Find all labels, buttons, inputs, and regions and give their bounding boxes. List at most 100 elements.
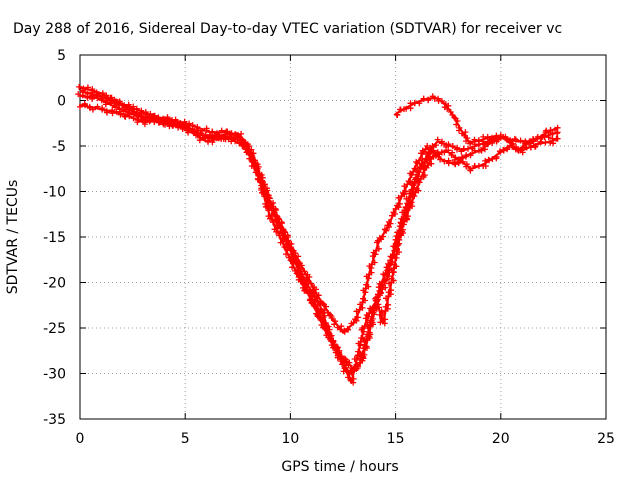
data-point bbox=[250, 156, 256, 163]
data-point bbox=[94, 103, 101, 110]
data-point bbox=[451, 114, 458, 121]
data-point bbox=[172, 118, 179, 125]
data-point bbox=[277, 222, 283, 229]
data-point bbox=[339, 361, 346, 368]
data-point bbox=[489, 135, 495, 142]
data-point bbox=[252, 159, 259, 166]
data-point bbox=[517, 137, 524, 144]
data-point bbox=[413, 158, 420, 165]
data-point bbox=[315, 292, 322, 299]
data-point bbox=[511, 135, 518, 142]
data-point bbox=[308, 299, 315, 306]
data-point bbox=[292, 250, 298, 257]
data-point bbox=[464, 135, 471, 142]
data-point bbox=[289, 264, 296, 271]
data-point bbox=[386, 218, 392, 225]
data-point bbox=[107, 100, 114, 107]
data-point bbox=[290, 260, 297, 267]
data-point bbox=[397, 200, 403, 207]
data-point bbox=[150, 113, 157, 119]
data-point bbox=[160, 117, 166, 124]
data-point bbox=[108, 96, 115, 103]
data-point bbox=[512, 136, 519, 143]
data-point bbox=[493, 133, 500, 140]
data-point bbox=[75, 91, 82, 98]
data-point bbox=[482, 163, 489, 169]
data-point bbox=[433, 142, 439, 149]
data-point bbox=[381, 226, 388, 233]
data-point bbox=[461, 132, 468, 139]
data-point bbox=[308, 280, 315, 287]
data-point bbox=[454, 118, 461, 124]
data-point bbox=[246, 150, 253, 157]
x-tick-label: 15 bbox=[387, 431, 405, 447]
data-point bbox=[420, 95, 427, 102]
data-point bbox=[445, 157, 452, 164]
data-point bbox=[388, 254, 395, 260]
data-point bbox=[305, 290, 312, 296]
data-point bbox=[164, 115, 171, 122]
data-point bbox=[422, 146, 429, 153]
x-axis-label: GPS time / hours bbox=[281, 459, 398, 475]
data-point bbox=[345, 374, 352, 381]
data-point bbox=[445, 102, 452, 109]
data-point bbox=[355, 314, 361, 321]
data-point bbox=[94, 91, 100, 98]
data-point bbox=[445, 147, 452, 154]
data-point bbox=[317, 310, 324, 317]
data-point bbox=[138, 116, 145, 123]
data-point bbox=[285, 237, 292, 244]
data-point bbox=[335, 350, 342, 357]
data-point bbox=[340, 368, 347, 375]
y-tick-label: 5 bbox=[57, 48, 66, 64]
data-point bbox=[262, 203, 269, 210]
data-point bbox=[314, 295, 321, 302]
data-point bbox=[244, 141, 251, 148]
data-point bbox=[414, 171, 421, 178]
data-point bbox=[368, 317, 375, 324]
data-point bbox=[467, 152, 474, 159]
data-point bbox=[306, 274, 313, 280]
data-point bbox=[257, 173, 264, 180]
data-point bbox=[503, 136, 510, 143]
data-point bbox=[243, 144, 250, 151]
data-point bbox=[416, 100, 423, 107]
series-group bbox=[75, 83, 561, 386]
data-point bbox=[183, 127, 190, 134]
data-point bbox=[278, 219, 285, 226]
data-point bbox=[358, 335, 365, 341]
data-point bbox=[328, 338, 335, 345]
data-point bbox=[214, 131, 221, 138]
data-point bbox=[426, 154, 433, 161]
data-point bbox=[262, 190, 269, 197]
data-point bbox=[311, 298, 318, 305]
data-point bbox=[445, 141, 452, 148]
data-point bbox=[260, 181, 266, 188]
data-point bbox=[388, 275, 395, 282]
data-point bbox=[134, 119, 141, 126]
data-point bbox=[264, 187, 271, 194]
data-point bbox=[293, 270, 300, 277]
series-4 bbox=[80, 87, 431, 335]
y-tick-label: 0 bbox=[57, 94, 66, 110]
data-point bbox=[430, 153, 437, 160]
data-point bbox=[463, 163, 470, 170]
data-point bbox=[532, 144, 538, 150]
data-point bbox=[506, 137, 513, 144]
data-point bbox=[126, 113, 133, 120]
data-point bbox=[459, 158, 466, 165]
data-point bbox=[301, 268, 308, 275]
data-point bbox=[265, 194, 272, 201]
data-point bbox=[257, 178, 263, 185]
data-point bbox=[116, 100, 123, 107]
x-tick-label: 5 bbox=[181, 431, 190, 447]
data-point bbox=[265, 207, 272, 214]
data-point bbox=[281, 244, 288, 250]
data-point bbox=[337, 326, 344, 333]
data-point bbox=[295, 259, 302, 266]
data-point bbox=[441, 158, 448, 165]
data-point bbox=[416, 157, 423, 164]
data-point bbox=[425, 162, 432, 169]
y-tick-label: -30 bbox=[43, 367, 66, 383]
data-point bbox=[314, 301, 321, 308]
